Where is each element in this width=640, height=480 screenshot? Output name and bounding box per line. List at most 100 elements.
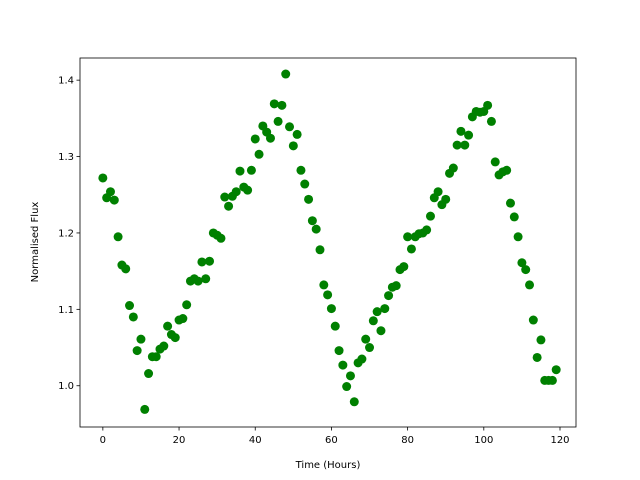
point	[224, 201, 234, 211]
point	[201, 274, 211, 284]
point	[288, 141, 298, 151]
point	[330, 321, 340, 331]
point	[368, 316, 378, 326]
point	[452, 140, 462, 150]
point	[517, 258, 527, 268]
point	[380, 304, 390, 314]
point	[483, 100, 493, 110]
point	[326, 304, 336, 314]
y-tick-label: 1.0	[58, 381, 74, 392]
point	[105, 187, 115, 197]
point	[140, 404, 150, 414]
point	[193, 276, 203, 286]
point	[502, 165, 512, 175]
point	[159, 341, 169, 351]
point	[128, 312, 138, 322]
point	[254, 149, 264, 159]
point	[460, 140, 470, 150]
point	[231, 187, 241, 197]
point	[433, 187, 443, 197]
point	[361, 334, 371, 344]
point	[551, 365, 561, 375]
point	[486, 116, 496, 126]
point	[250, 134, 260, 144]
point	[265, 133, 275, 143]
y-tick-label: 1.1	[58, 305, 74, 316]
point	[307, 216, 317, 226]
point	[505, 198, 515, 208]
y-tick-label: 1.4	[58, 76, 74, 87]
point	[235, 166, 245, 176]
point	[269, 99, 279, 109]
point	[170, 333, 180, 343]
point	[246, 165, 256, 175]
point	[98, 173, 108, 183]
point	[456, 126, 466, 136]
point	[547, 375, 557, 385]
point	[536, 335, 546, 345]
point	[425, 211, 435, 221]
point	[315, 245, 325, 255]
point	[220, 192, 230, 202]
point	[216, 233, 226, 243]
x-tick-label: 20	[173, 435, 186, 446]
point	[349, 397, 359, 407]
point	[281, 69, 291, 79]
x-tick-label: 80	[401, 435, 414, 446]
point	[304, 194, 314, 204]
point	[136, 334, 146, 344]
point	[243, 185, 253, 195]
point	[296, 165, 306, 175]
point	[323, 290, 333, 300]
point	[292, 129, 302, 139]
point	[391, 281, 401, 291]
point	[376, 326, 386, 336]
point	[464, 130, 474, 140]
y-tick-label: 1.3	[58, 152, 74, 163]
point	[372, 307, 382, 317]
point	[197, 257, 207, 267]
y-axis-label: Normalised Flux	[30, 202, 41, 283]
point	[532, 352, 542, 362]
point	[342, 382, 352, 392]
point	[132, 346, 142, 356]
point	[338, 360, 348, 370]
point	[521, 265, 531, 275]
point	[441, 194, 451, 204]
point	[125, 301, 135, 311]
point	[365, 343, 375, 353]
point	[525, 280, 535, 290]
point	[319, 280, 329, 290]
point	[422, 225, 432, 235]
point	[300, 179, 310, 189]
point	[528, 315, 538, 325]
axes-frame	[79, 57, 577, 428]
point	[205, 256, 215, 266]
point	[406, 244, 416, 254]
point	[403, 232, 413, 242]
point	[285, 122, 295, 132]
point	[384, 291, 394, 301]
point	[151, 352, 161, 362]
point	[113, 232, 123, 242]
point	[144, 369, 154, 379]
point	[277, 100, 287, 110]
point	[273, 116, 283, 126]
point	[357, 354, 367, 364]
point	[345, 371, 355, 381]
x-axis-label: Time (Hours)	[295, 460, 361, 471]
point	[182, 300, 192, 310]
x-tick-label: 60	[325, 435, 338, 446]
point	[121, 264, 131, 274]
point	[178, 314, 188, 324]
point	[490, 157, 500, 167]
point	[311, 224, 321, 234]
point	[109, 195, 119, 205]
x-tick-label: 40	[249, 435, 262, 446]
x-tick-label: 120	[550, 435, 569, 446]
plot-area	[98, 69, 561, 414]
point	[334, 346, 344, 356]
y-tick-label: 1.2	[58, 228, 74, 239]
